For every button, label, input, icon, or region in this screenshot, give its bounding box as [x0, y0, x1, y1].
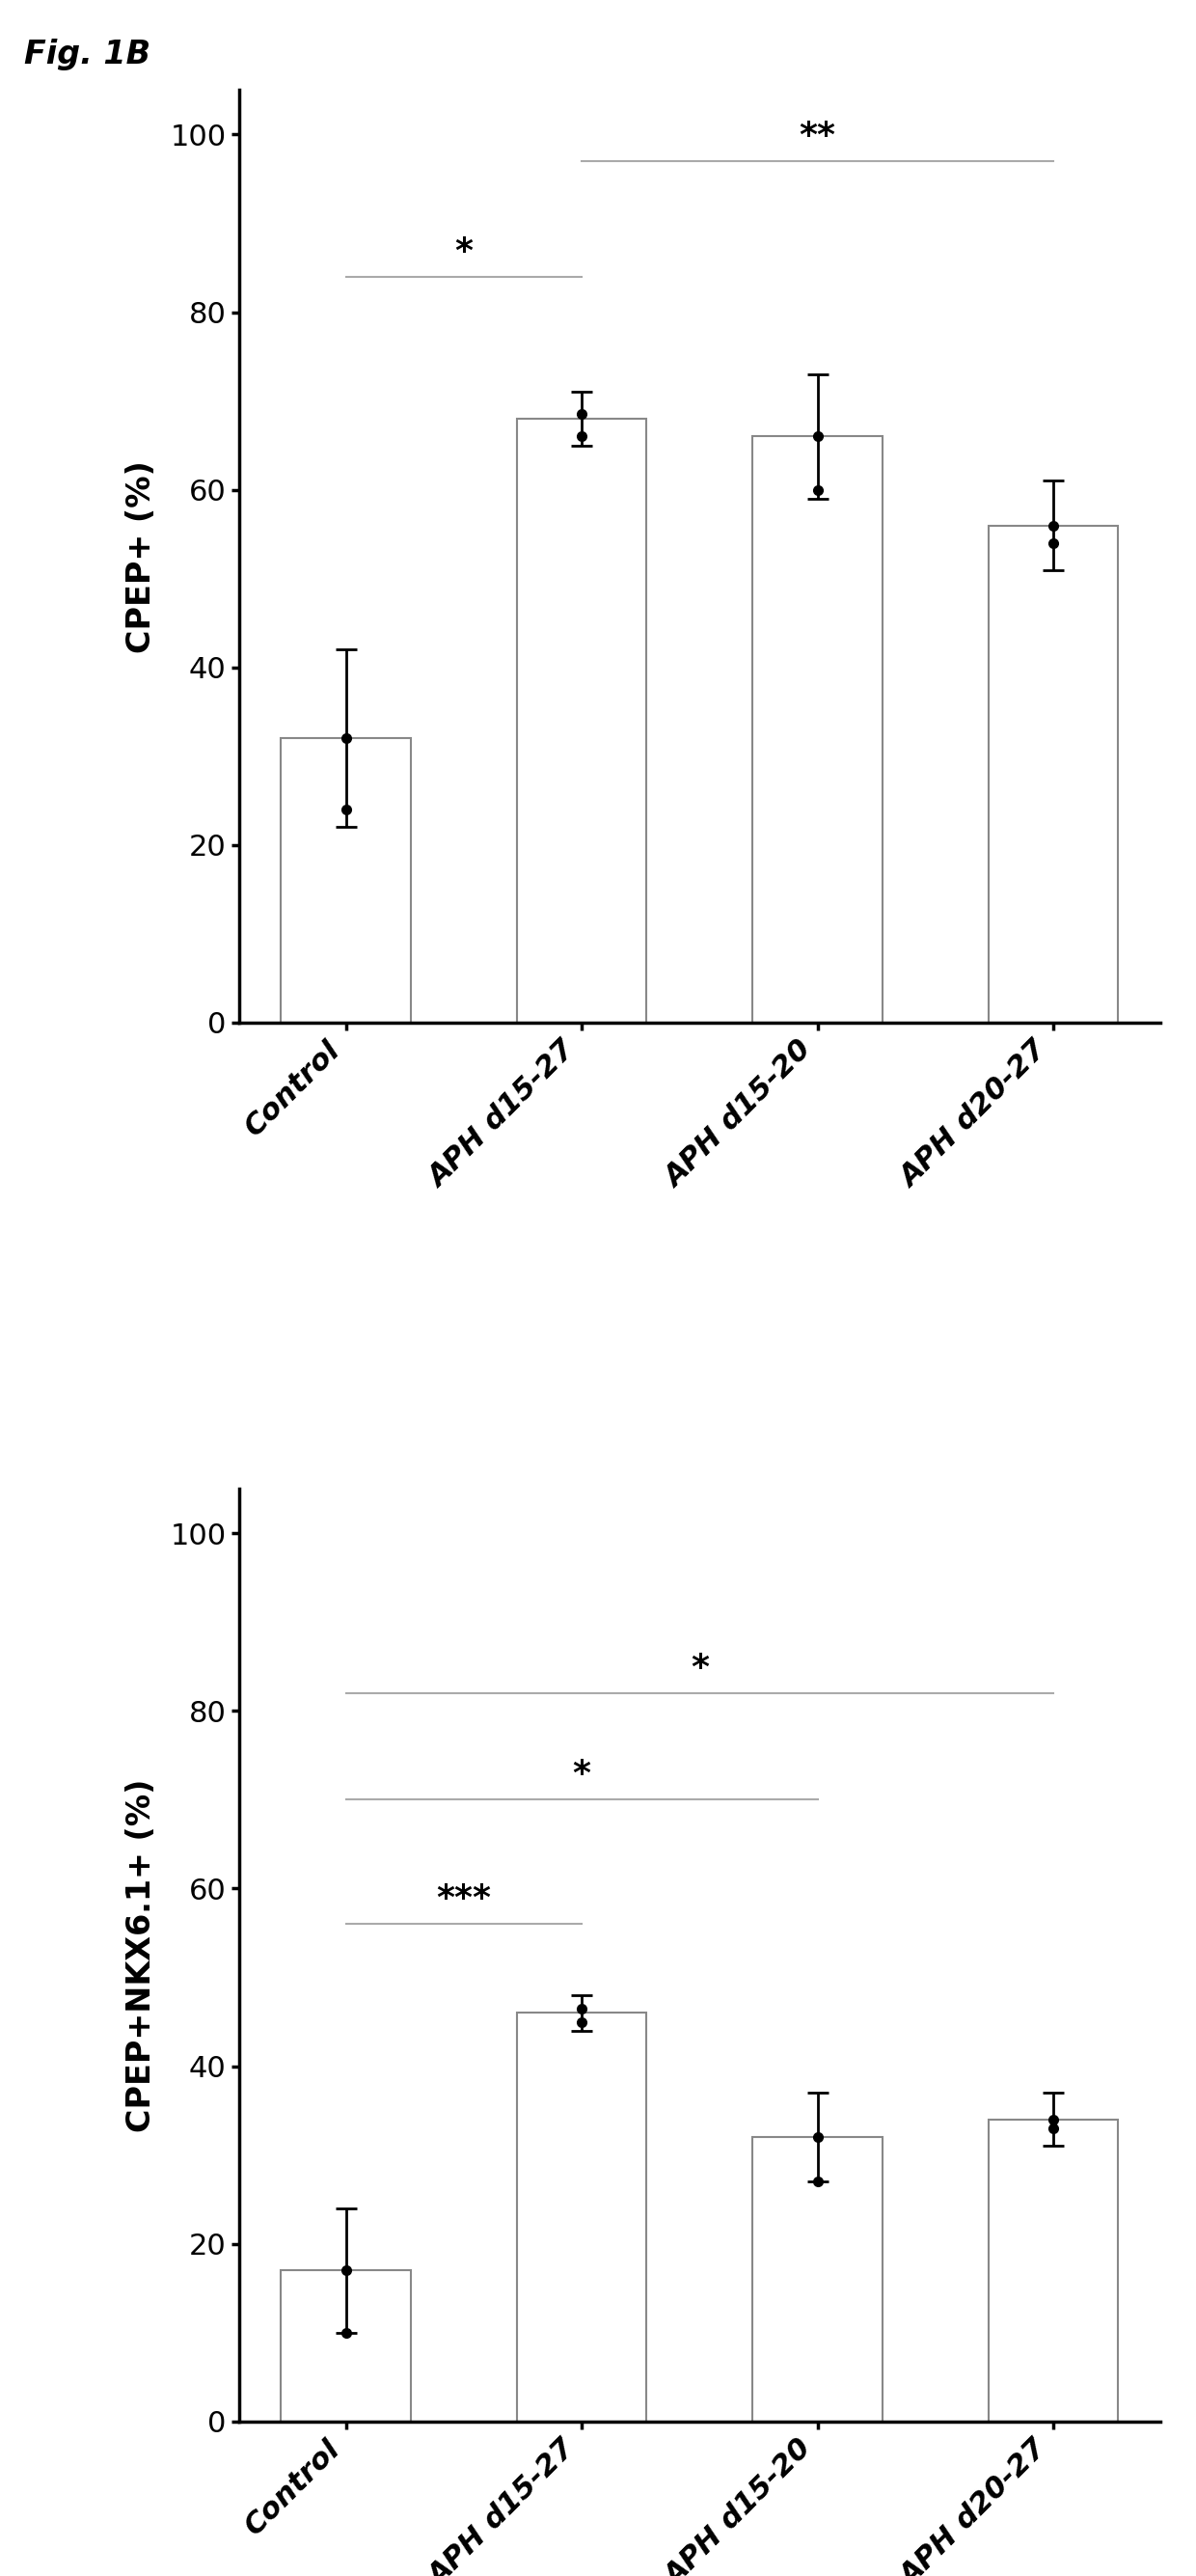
Bar	[281, 2269, 410, 2421]
Text: *: *	[690, 1651, 709, 1685]
Y-axis label: CPEP+ (%): CPEP+ (%)	[126, 461, 157, 652]
Bar	[752, 435, 883, 1023]
Text: *: *	[454, 234, 472, 268]
Y-axis label: CPEP+NKX6.1+ (%): CPEP+NKX6.1+ (%)	[126, 1777, 157, 2133]
Bar	[281, 739, 410, 1023]
Bar	[989, 2120, 1118, 2421]
Text: ***: ***	[437, 1883, 492, 1914]
Bar	[517, 2012, 647, 2421]
Bar	[517, 420, 647, 1023]
Bar	[752, 2138, 883, 2421]
Text: *: *	[573, 1757, 591, 1790]
Text: Fig. 1B: Fig. 1B	[24, 39, 151, 70]
Bar	[989, 526, 1118, 1023]
Text: **: **	[799, 118, 836, 152]
